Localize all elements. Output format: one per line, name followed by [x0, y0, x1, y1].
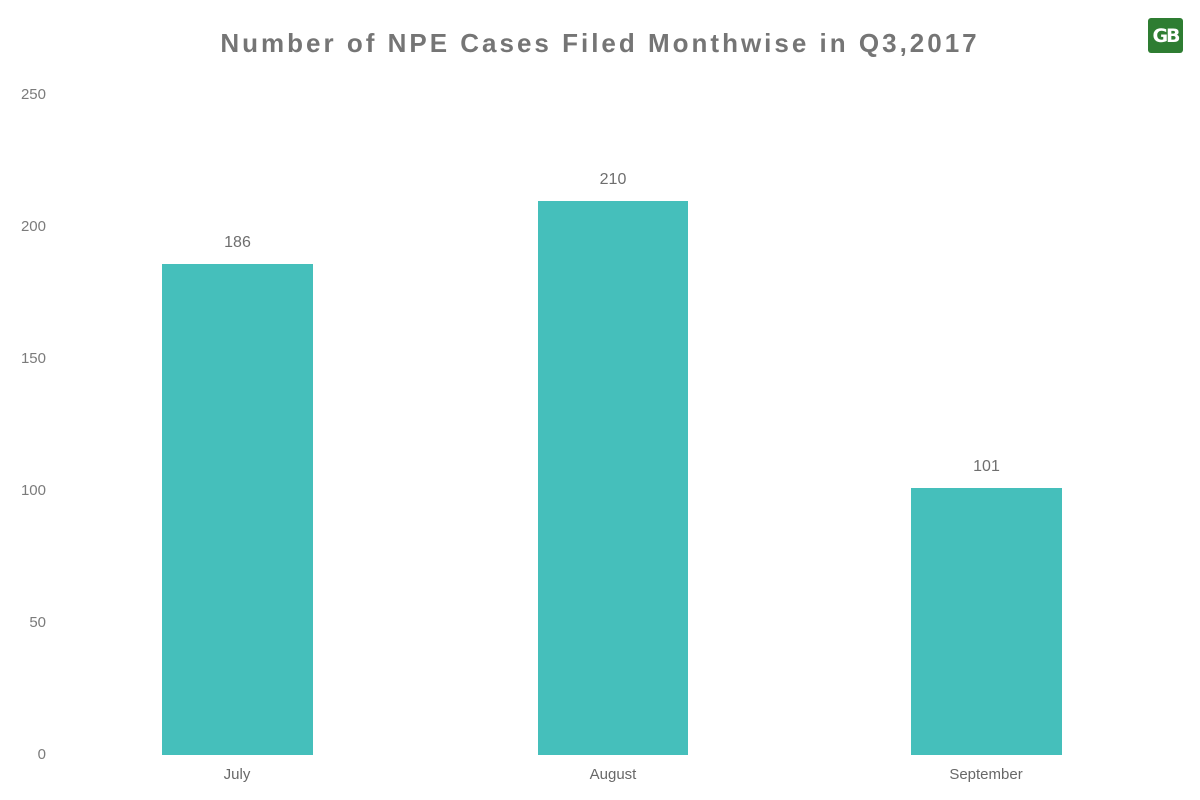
y-tick-label-0: 0 [37, 746, 46, 763]
x-axis: July August September [0, 766, 1200, 788]
bar-group-july: 186 [162, 95, 313, 755]
chart-title: Number of NPE Cases Filed Monthwise in Q… [220, 28, 980, 58]
bar-value-label-july: 186 [224, 234, 251, 251]
plot-area: 186 210 101 [0, 95, 1200, 755]
x-tick-label-september: September [949, 766, 1023, 783]
x-tick-label-august: August [589, 766, 637, 783]
bar-value-label-august: 210 [599, 171, 627, 188]
y-tick-label-200: 200 [20, 218, 46, 235]
bar-august [538, 201, 688, 755]
y-tick-label-50: 50 [29, 614, 46, 631]
y-axis: 250 200 150 100 50 0 [0, 0, 46, 800]
y-tick-label-250: 250 [20, 86, 46, 103]
brand-logo-gb: GB [1148, 18, 1183, 53]
brand-logo-text: GB [1152, 24, 1180, 47]
bar-group-september: 101 [911, 95, 1062, 755]
bar-july [162, 264, 313, 755]
bar-group-august: 210 [538, 95, 688, 755]
bar-value-label-september: 101 [973, 458, 1000, 475]
y-tick-label-100: 100 [20, 482, 46, 499]
bar-september [911, 488, 1062, 755]
y-tick-label-150: 150 [20, 350, 46, 367]
x-tick-label-july: July [223, 766, 251, 783]
